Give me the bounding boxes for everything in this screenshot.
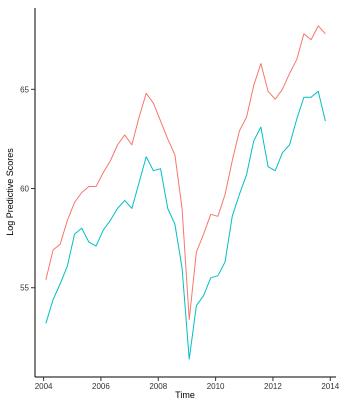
y-tick-label: 55 <box>20 284 29 293</box>
x-tick-label: 2008 <box>149 382 167 391</box>
series-line-2 <box>45 90 326 360</box>
x-tick-label: 2004 <box>35 382 53 391</box>
y-axis-title: Log Predictive Scores <box>5 148 15 236</box>
series-line-1 <box>45 25 326 320</box>
y-tick-label: 65 <box>20 85 29 94</box>
x-tick-label: 2012 <box>264 382 282 391</box>
x-tick-label: 2006 <box>92 382 110 391</box>
y-axis-ticks: 55 60 65 <box>20 85 35 293</box>
x-axis-ticks: 2004 2006 2008 2010 2012 2014 <box>35 377 339 391</box>
x-tick-label: 2010 <box>207 382 225 391</box>
series-layer <box>45 25 326 360</box>
x-tick-label: 2014 <box>321 382 339 391</box>
x-axis-title: Time <box>175 390 195 400</box>
y-tick-label: 60 <box>20 185 29 194</box>
